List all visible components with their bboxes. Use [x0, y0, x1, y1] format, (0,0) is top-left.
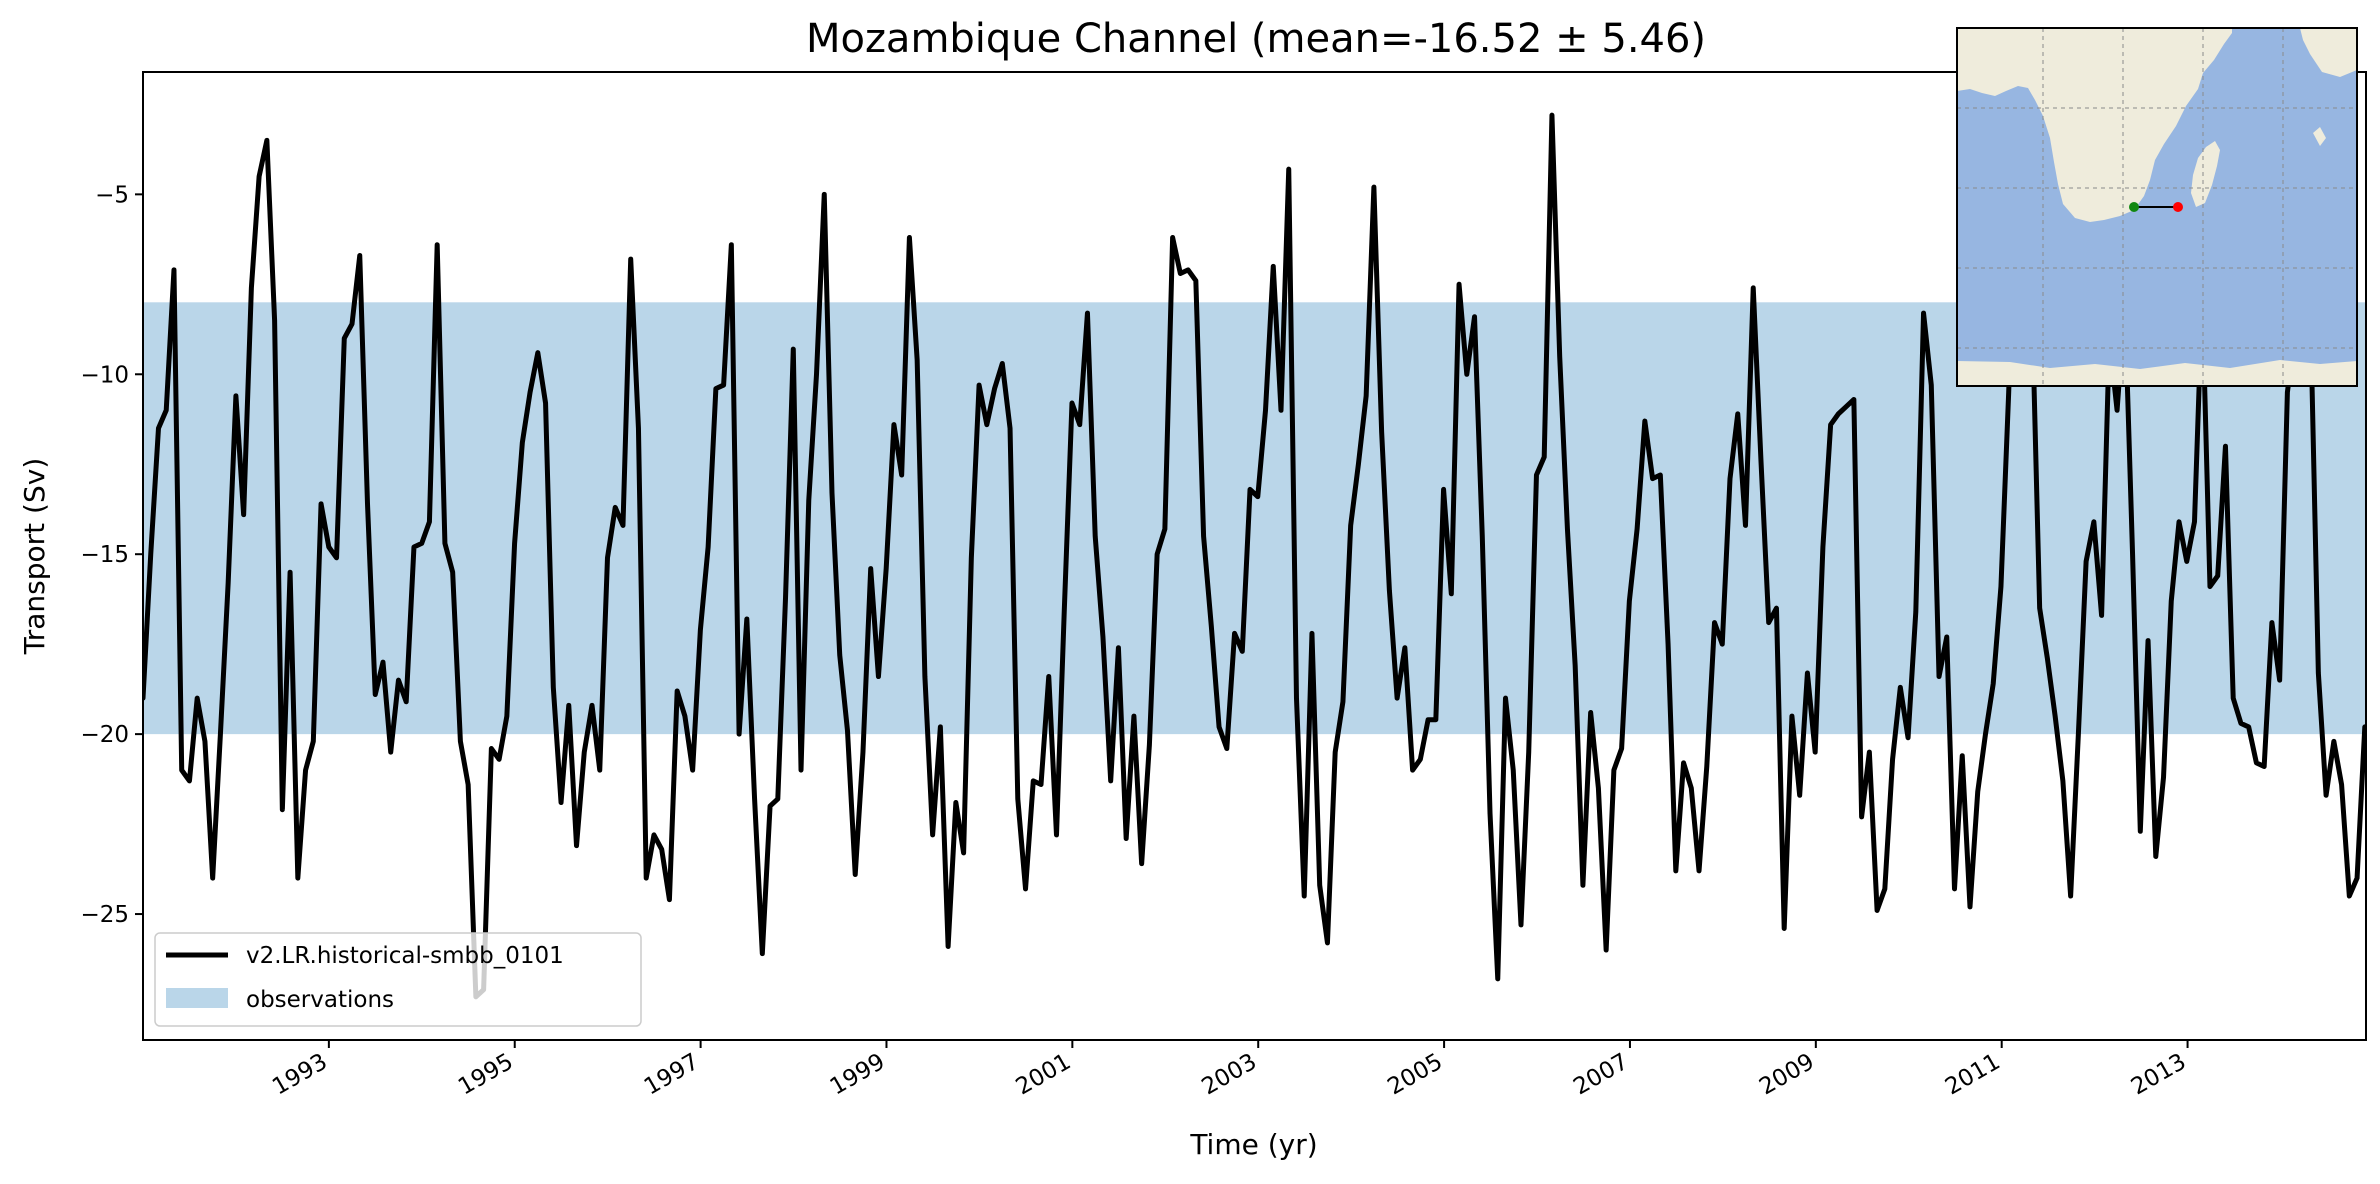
legend-series-label: v2.LR.historical-smbb_0101 — [246, 943, 564, 969]
inset-map-land — [1957, 28, 2357, 386]
x-tick-label: 2001 — [1012, 1049, 1076, 1101]
chart-title: Mozambique Channel (mean=-16.52 ± 5.46) — [806, 16, 1706, 62]
series-line-0 — [143, 112, 2366, 1000]
y-axis-label: Transport (Sv) — [18, 458, 51, 655]
antarctica-landmass — [1957, 360, 2357, 386]
sri-lanka-landmass — [2313, 127, 2326, 146]
x-tick-label: 2009 — [1755, 1049, 1819, 1101]
arabia-landmass — [2300, 28, 2357, 77]
inset-map — [1956, 27, 2358, 387]
transect-start-point — [2129, 202, 2139, 212]
y-axis: −25 −20 −15 −10 −5 — [80, 182, 143, 928]
x-tick-label: 2005 — [1383, 1049, 1447, 1101]
africa-landmass — [1957, 28, 2232, 222]
x-tick-label: 2003 — [1198, 1049, 1262, 1101]
legend-box — [154, 932, 642, 1027]
y-tick-label: −15 — [80, 542, 129, 568]
y-tick-label: −25 — [80, 902, 129, 928]
plot-frame — [142, 71, 2367, 1041]
legend-band-swatch — [166, 988, 228, 1008]
x-axis: 1993 1995 1997 1999 2001 2003 2005 2007 2009 2011… — [268, 1040, 2191, 1101]
x-tick-label: 2013 — [2127, 1049, 2191, 1101]
x-tick-label: 2011 — [1941, 1049, 2005, 1101]
x-tick-label: 1999 — [826, 1049, 890, 1101]
x-tick-label: 1997 — [640, 1049, 704, 1101]
x-tick-label: 2007 — [1569, 1049, 1633, 1101]
x-tick-label: 1995 — [454, 1049, 518, 1101]
x-tick-label: 1993 — [268, 1049, 332, 1101]
madagascar-landmass — [2191, 141, 2220, 207]
x-axis-label: Time (yr) — [1189, 1128, 1317, 1161]
inset-map-grid — [1957, 28, 2357, 386]
legend-observations-label: observations — [246, 987, 394, 1013]
y-tick-label: −20 — [80, 722, 129, 748]
legend: v2.LR.historical-smbb_0101 observations — [154, 932, 642, 1027]
inset-map-frame — [1956, 27, 2358, 387]
y-tick-label: −5 — [95, 182, 129, 208]
y-tick-label: −10 — [80, 362, 129, 388]
transect-end-point — [2173, 202, 2183, 212]
